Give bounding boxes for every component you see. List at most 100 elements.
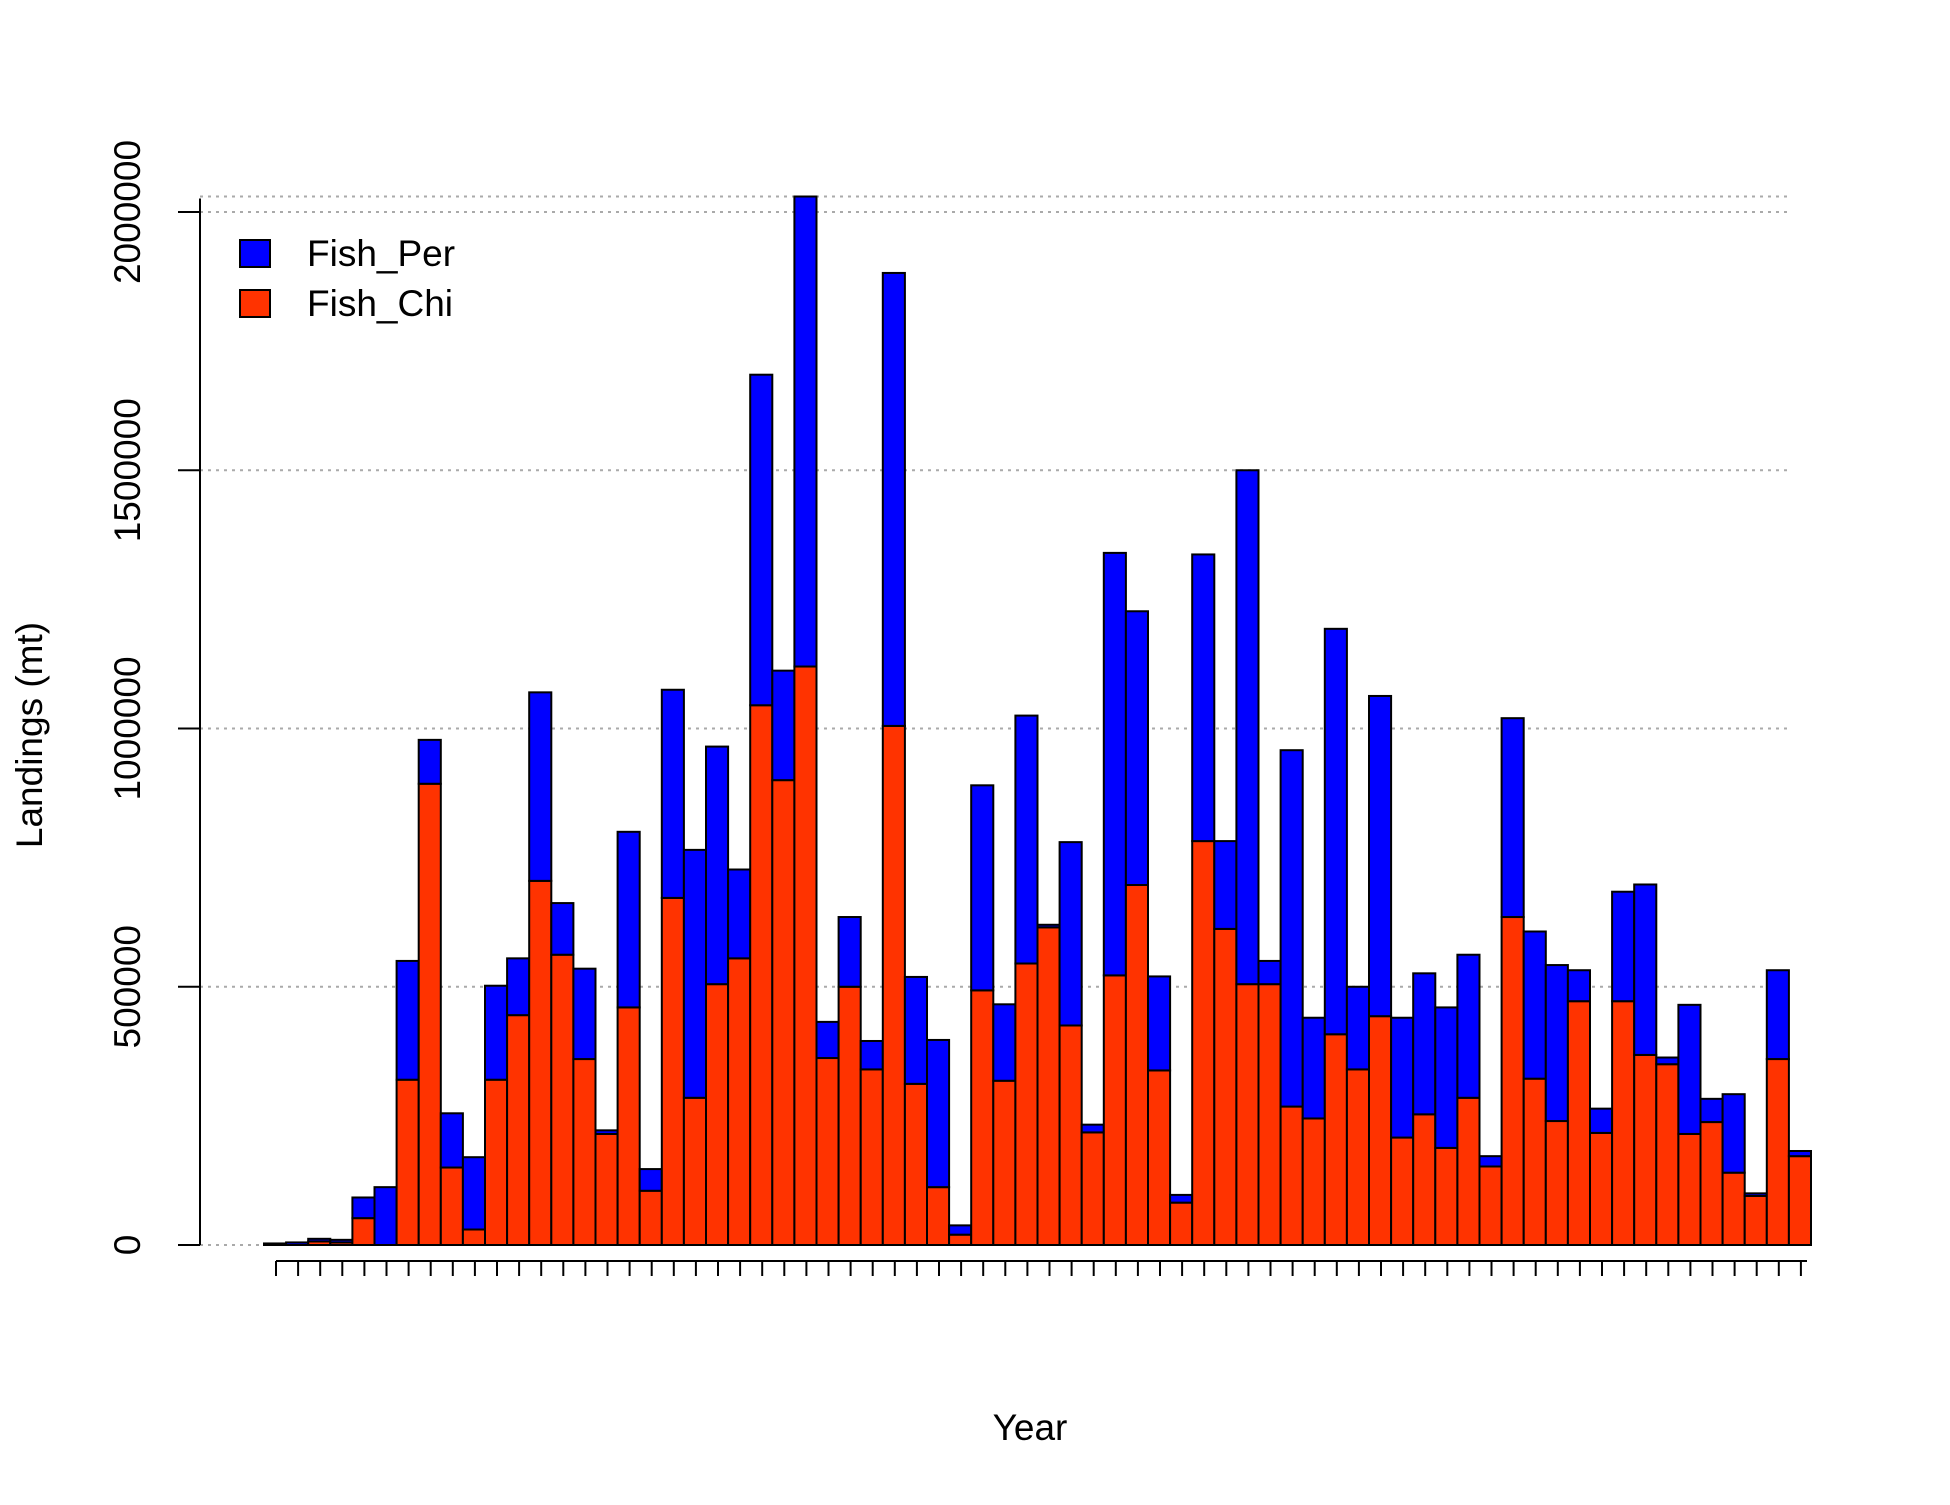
y-tick-label: 1500000 [107, 398, 148, 542]
bar-fish-chi [771, 779, 796, 1247]
bar-fish-per [1102, 551, 1127, 977]
bar-fish-chi [395, 1078, 420, 1246]
bar-fish-chi [594, 1132, 619, 1247]
bar-fish-chi [1124, 883, 1150, 1246]
bar-fish-per [992, 1003, 1017, 1082]
bar-fish-chi [1456, 1096, 1481, 1246]
bar-fish-per [594, 1129, 619, 1135]
bar-fish-chi [749, 704, 774, 1246]
bar-fish-per [815, 1020, 840, 1060]
bar-fish-chi [1257, 983, 1282, 1246]
bar-fish-chi [881, 724, 906, 1246]
bar-fish-per [1213, 840, 1238, 930]
bar-fish-per [1147, 975, 1172, 1072]
bar-fish-chi [948, 1233, 973, 1247]
bar-fish-chi [1743, 1194, 1768, 1246]
bar-fish-chi [1014, 962, 1039, 1246]
bar-fish-chi [1611, 1000, 1636, 1246]
bar-fish-per [1566, 969, 1592, 1003]
bar-fish-chi [1147, 1069, 1172, 1246]
bar-fish-chi [1478, 1165, 1503, 1246]
bar-fish-chi [970, 989, 995, 1246]
bar-fish-chi [859, 1068, 884, 1247]
bar-fish-per [1124, 610, 1150, 886]
legend: Fish_Per Fish_Chi [239, 233, 455, 324]
bar-fish-chi [793, 665, 818, 1246]
bar-fish-chi [638, 1189, 663, 1246]
bar-fish-per [1235, 469, 1260, 986]
x-axis-label: Year [993, 1407, 1068, 1448]
bar-fish-chi [1191, 840, 1216, 1246]
bar-fish-chi [1235, 983, 1260, 1246]
bar-fish-chi [1699, 1121, 1724, 1246]
bar-fish-per [1500, 717, 1525, 919]
bar-fish-chi [1036, 926, 1061, 1246]
bar-fish-per [461, 1156, 486, 1231]
bar-fish-chi [1655, 1063, 1680, 1246]
bar-fish-per [1257, 959, 1282, 986]
bar-fish-per [1058, 841, 1083, 1027]
bar-fish-per [1611, 890, 1636, 1003]
legend-label: Fish_Chi [307, 283, 453, 324]
y-tick-label: 2000000 [107, 140, 148, 284]
bar-fish-chi [1721, 1171, 1746, 1246]
bar-fish-per [749, 373, 774, 707]
bar-fish-per [572, 967, 597, 1061]
y-tick-label: 0 [107, 1235, 148, 1256]
bar-fish-per [1765, 969, 1790, 1061]
bar-fish-per [1633, 883, 1658, 1056]
bar-fish-per [1787, 1149, 1813, 1158]
bar-fish-per [285, 1241, 310, 1246]
bar-fish-chi [506, 1014, 531, 1246]
bar-fish-per [1368, 694, 1393, 1018]
bar-fish-per [660, 688, 685, 899]
bar-fish-per [1390, 1016, 1415, 1139]
bar-fish-per [948, 1224, 973, 1236]
bar-fish-chi [1765, 1058, 1790, 1247]
bar-fish-per [1544, 964, 1569, 1123]
bar-fish-per [1699, 1097, 1724, 1124]
bar-fish-per [1434, 1006, 1459, 1149]
bar-fish-chi [1677, 1132, 1702, 1247]
bar-fish-chi [1522, 1077, 1547, 1247]
bar-fish-per [550, 902, 575, 956]
y-axis-label: Landings (mt) [9, 622, 50, 848]
bar-fish-per [1456, 953, 1481, 1099]
bar-fish-chi [1102, 974, 1127, 1247]
bar-fish-per [1743, 1192, 1768, 1197]
bar-fish-chi [1787, 1155, 1813, 1246]
bar-fish-per [1655, 1056, 1680, 1066]
legend-swatch [239, 289, 271, 318]
bar-fish-chi [1080, 1131, 1105, 1246]
bar-fish-per [705, 745, 730, 986]
bar-fish-per [1721, 1093, 1746, 1174]
bar-fish-per [793, 195, 818, 668]
bar-fish-chi [1412, 1113, 1437, 1246]
bar-fish-chi [1345, 1068, 1371, 1247]
bar-fish-per [263, 1242, 288, 1246]
legend-label: Fish_Per [307, 233, 455, 274]
bar-fish-per [351, 1196, 376, 1220]
bar-fish-chi [1058, 1024, 1083, 1247]
bar-fish-per [1279, 749, 1304, 1108]
bar-fish-chi [1169, 1201, 1194, 1246]
bar-fish-chi [1323, 1033, 1348, 1246]
bar-fish-per [395, 959, 420, 1081]
bar-fish-chi [616, 1006, 641, 1246]
bar-fish-per [1412, 972, 1437, 1116]
bar-fish-chi [1544, 1120, 1569, 1247]
bar-fish-per [1301, 1016, 1326, 1120]
bar-fish-chi [484, 1078, 509, 1246]
y-tick-label: 1000000 [107, 656, 148, 800]
bar-fish-per [616, 830, 641, 1009]
bar-fish-chi [1301, 1117, 1326, 1247]
bar-fish-chi [461, 1228, 486, 1247]
bar-fish-chi [705, 983, 730, 1246]
legend-swatch [239, 239, 271, 268]
bar-fish-chi [815, 1057, 840, 1246]
bar-fish-per [1080, 1123, 1105, 1134]
bar-fish-per [329, 1238, 354, 1244]
axes: 0 500000 1000000 1500000 2000000 [107, 140, 1807, 1276]
bar-fish-per [926, 1038, 951, 1189]
bar-fish-per [859, 1039, 884, 1071]
